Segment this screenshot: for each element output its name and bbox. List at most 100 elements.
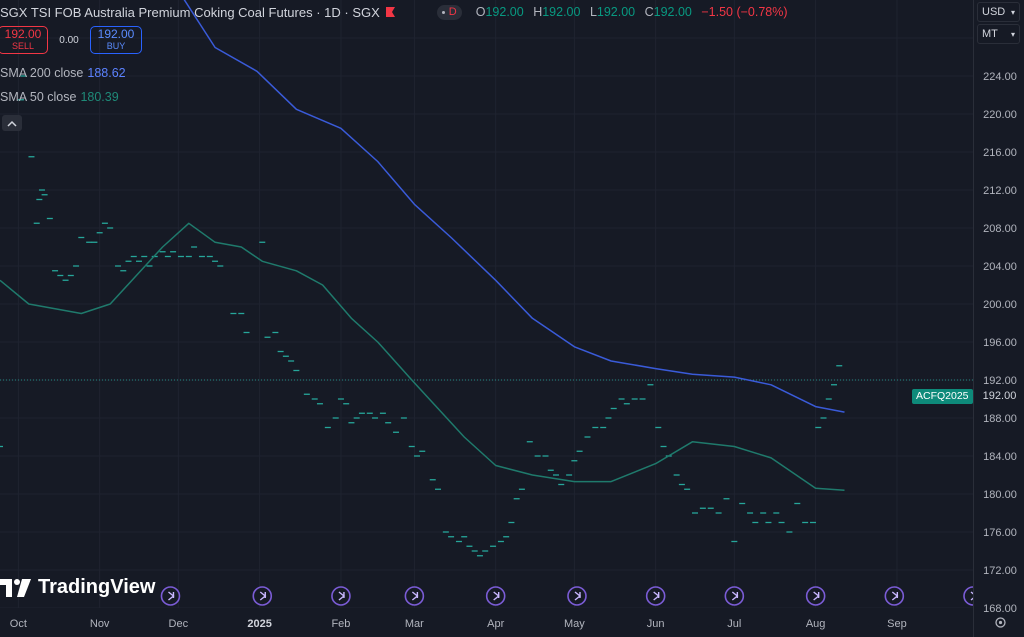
ohlc-low-key: L xyxy=(589,5,597,19)
chevron-down-icon: ▾ xyxy=(1010,29,1015,39)
chevron-down-icon: ▾ xyxy=(1010,7,1015,17)
price-axis-bg xyxy=(973,0,1024,637)
collapse-legend-button[interactable] xyxy=(2,115,22,131)
event-circle xyxy=(567,586,587,606)
price-tick-label: 192.00 xyxy=(983,375,1017,387)
tradingview-logo-icon xyxy=(0,578,31,597)
currency-label: USD xyxy=(982,6,1006,18)
price-tick-label: 168.00 xyxy=(983,603,1017,615)
price-tick-label: 172.00 xyxy=(983,565,1017,577)
event-marker[interactable] xyxy=(404,586,425,606)
interval-badge-label: D xyxy=(448,6,457,18)
ohlc-high-key: H xyxy=(533,5,543,19)
time-tick-label: Aug xyxy=(806,618,826,630)
buy-button[interactable]: 192.00 BUY xyxy=(90,26,142,54)
event-markers[interactable] xyxy=(160,586,983,606)
unit-select[interactable]: MT ▾ xyxy=(977,24,1020,44)
time-tick-label: Oct xyxy=(10,618,27,630)
chart-header: SGX TSI FOB Australia Premium Coking Coa… xyxy=(0,2,788,22)
price-tick-label: 176.00 xyxy=(983,527,1017,539)
time-axis[interactable]: Oct Nov Dec 2025 Feb Mar Apr May Jun Jul Aug Sep xyxy=(0,608,973,637)
ohlc-values: O192.00 H192.00 L192.00 C192.00 −1.50 (−… xyxy=(476,5,788,19)
price-tick-label: 216.00 xyxy=(983,147,1017,159)
spread-value: 0.00 xyxy=(59,34,79,46)
event-arrow-icon xyxy=(891,591,899,601)
event-marker[interactable] xyxy=(331,586,351,606)
event-circle xyxy=(160,586,181,606)
time-tick-label: May xyxy=(564,618,585,630)
event-arrow-icon xyxy=(574,591,582,601)
event-arrow-icon xyxy=(259,591,267,601)
event-circle xyxy=(645,586,666,606)
price-series xyxy=(0,75,843,557)
event-arrow-icon xyxy=(168,591,175,601)
unit-label: MT xyxy=(982,28,998,40)
ohlc-open-key: O xyxy=(475,5,486,19)
gear-icon[interactable] xyxy=(992,614,1008,630)
time-tick-label: 2025 xyxy=(247,618,271,630)
trade-panel: 192.00 SELL 0.00 192.00 BUY xyxy=(0,26,142,54)
event-arrow-icon xyxy=(653,591,660,601)
event-arrow-icon xyxy=(411,591,419,601)
sma50-label: SMA 50 close xyxy=(0,90,77,104)
buy-label: BUY xyxy=(106,41,126,51)
event-marker[interactable] xyxy=(645,586,666,606)
sma200-line xyxy=(183,0,845,413)
sell-button[interactable]: 192.00 SELL xyxy=(0,26,48,54)
sma200-label: SMA 200 close xyxy=(0,66,84,80)
price-tick-label: 188.00 xyxy=(983,413,1017,425)
event-circle xyxy=(331,586,351,606)
tradingview-logo[interactable]: TradingView xyxy=(0,576,155,599)
event-arrow-icon xyxy=(493,591,500,601)
event-marker[interactable] xyxy=(485,586,506,606)
time-axis-bg xyxy=(0,608,973,637)
ohlc-high: 192.00 xyxy=(542,5,581,19)
event-arrow-icon xyxy=(731,591,739,601)
price-tick-label: 212.00 xyxy=(983,185,1017,197)
event-circle xyxy=(805,586,826,606)
chevron-up-icon xyxy=(7,120,17,127)
event-marker[interactable] xyxy=(252,586,273,606)
last-price-label: 192.00 xyxy=(976,388,1023,405)
event-marker[interactable] xyxy=(884,586,905,606)
ohlc-close: 192.00 xyxy=(653,5,692,19)
sma50-line xyxy=(0,222,845,492)
time-tick-label: Feb xyxy=(331,618,350,630)
event-marker[interactable] xyxy=(160,586,181,606)
event-circle xyxy=(252,586,273,606)
time-tick-label: Nov xyxy=(90,618,110,630)
time-tick-label: Apr xyxy=(487,618,504,630)
event-arrow-icon xyxy=(813,591,820,601)
indicator-sma200[interactable]: SMA 200 close 188.62 xyxy=(0,66,126,80)
indicator-sma50[interactable]: SMA 50 close 180.39 xyxy=(0,90,119,104)
price-tick-label: 184.00 xyxy=(983,451,1017,463)
symbol-price-tag: ACFQ2025 xyxy=(912,389,973,404)
price-tick-label: 208.00 xyxy=(983,223,1017,235)
symbol-title[interactable]: SGX TSI FOB Australia Premium Coking Coa… xyxy=(0,4,380,20)
event-arrow-icon xyxy=(338,591,346,601)
event-circle xyxy=(724,586,745,606)
time-tick-label: Jul xyxy=(727,618,741,630)
interval-badge[interactable]: D xyxy=(436,4,462,20)
price-tick-label: 200.00 xyxy=(983,299,1017,311)
event-marker[interactable] xyxy=(724,586,745,606)
time-tick-label: Dec xyxy=(169,618,189,630)
price-axis[interactable]: 228.00224.00220.00216.00212.00208.00204.… xyxy=(973,0,1024,637)
buy-price: 192.00 xyxy=(97,27,135,41)
logo-text: TradingView xyxy=(38,576,156,598)
ohlc-open: 192.00 xyxy=(485,5,524,19)
sma200-value: 188.62 xyxy=(87,66,126,80)
status-dot-icon xyxy=(441,10,445,14)
event-circle xyxy=(884,586,905,606)
price-tick-label: 180.00 xyxy=(983,489,1017,501)
event-marker[interactable] xyxy=(805,586,826,606)
flag-icon xyxy=(385,7,395,17)
price-tick-label: 220.00 xyxy=(983,109,1017,121)
ohlc-low: 192.00 xyxy=(596,5,636,19)
event-circle xyxy=(404,586,425,606)
currency-select[interactable]: USD ▾ xyxy=(977,2,1020,22)
time-tick-label: Sep xyxy=(887,618,907,630)
event-marker[interactable] xyxy=(567,586,587,606)
settings-gear-icon xyxy=(994,616,1006,628)
